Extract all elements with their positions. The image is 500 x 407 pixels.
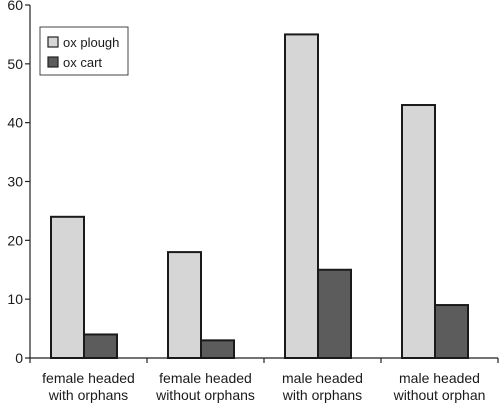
x-category-label-line: without orphan bbox=[393, 387, 486, 403]
y-tick-label: 30 bbox=[7, 174, 23, 190]
y-tick-label: 20 bbox=[7, 232, 23, 248]
x-category-label: male headed without orphan bbox=[393, 370, 486, 403]
x-category-label-line: without orphans bbox=[155, 387, 255, 403]
x-category-label-line: female headed bbox=[42, 370, 135, 386]
bar-ox-cart-2 bbox=[317, 268, 352, 359]
y-tick-label: 10 bbox=[7, 291, 23, 307]
x-category-label-line: with orphans bbox=[282, 387, 362, 403]
y-tick-label: 50 bbox=[7, 56, 23, 72]
legend-swatch-ox-plough bbox=[47, 36, 59, 48]
bar-ox-plough-1 bbox=[167, 251, 202, 360]
legend-label-ox-plough: ox plough bbox=[63, 35, 119, 50]
y-axis: 0 10 20 30 40 50 60 bbox=[7, 0, 31, 366]
legend: ox plough ox cart bbox=[39, 26, 129, 76]
bar-ox-cart-1 bbox=[200, 339, 235, 360]
legend-swatch-ox-cart bbox=[47, 56, 59, 68]
bar-ox-plough-0 bbox=[50, 215, 85, 359]
y-tick-label: 60 bbox=[7, 0, 23, 13]
x-category-label: female headed with orphans bbox=[42, 370, 135, 403]
bar-ox-plough-2 bbox=[284, 33, 319, 360]
x-category-label-line: male headed bbox=[282, 370, 363, 386]
y-tick-label: 40 bbox=[7, 115, 23, 131]
bar-ox-cart-0 bbox=[83, 333, 118, 360]
bars bbox=[50, 33, 469, 360]
x-category-label: male headed with orphans bbox=[282, 370, 363, 403]
bar-ox-plough-3 bbox=[401, 104, 436, 360]
x-category-label-line: female headed bbox=[159, 370, 252, 386]
bar-ox-cart-3 bbox=[434, 304, 469, 359]
y-tick-label: 0 bbox=[15, 350, 23, 366]
legend-label-ox-cart: ox cart bbox=[63, 55, 102, 70]
x-category-label: female headed without orphans bbox=[155, 370, 255, 403]
x-category-label-line: male headed bbox=[399, 370, 480, 386]
x-category-label-line: with orphans bbox=[48, 387, 128, 403]
